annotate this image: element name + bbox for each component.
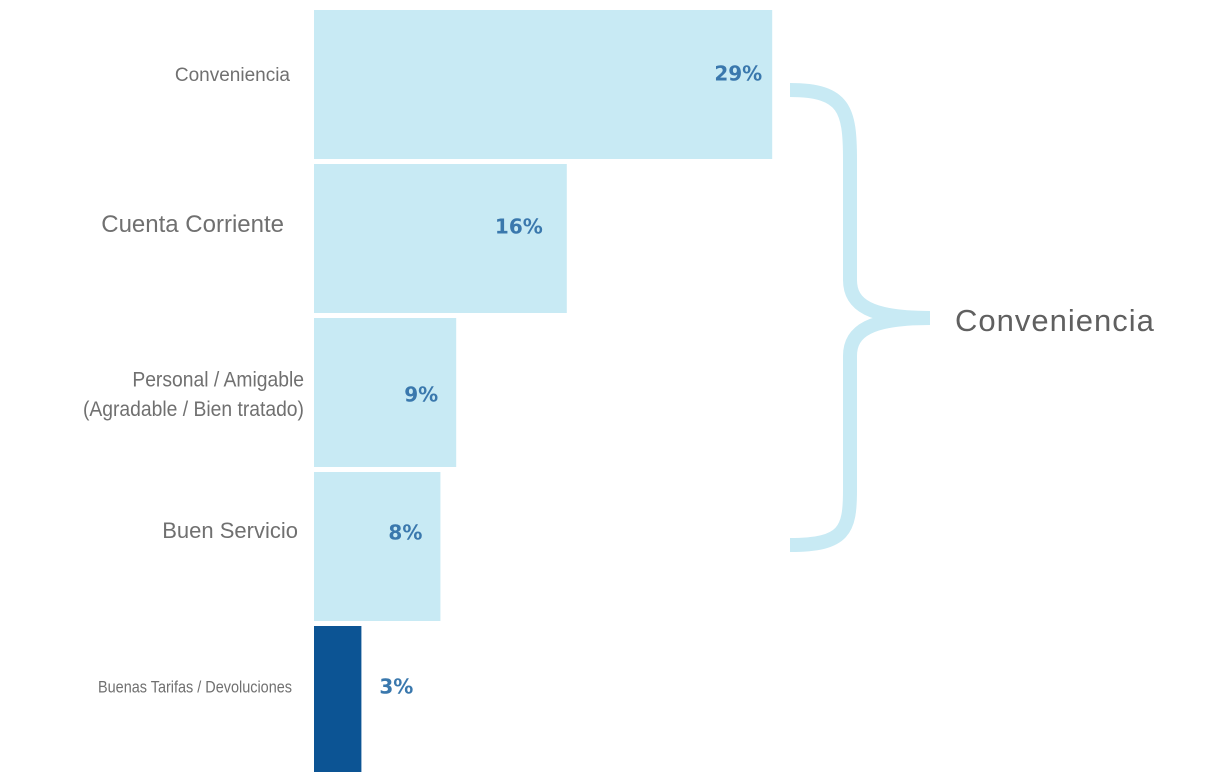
bar-cuenta-corriente xyxy=(314,164,567,313)
category-label: Conveniencia xyxy=(175,65,291,86)
bar-buen-servicio xyxy=(314,472,441,621)
category-label: Personal / Amigable (Agradable / Bien tra… xyxy=(83,369,304,421)
category-label: Buenas Tarifas / Devoluciones xyxy=(98,678,292,696)
value-label: 8% xyxy=(388,521,422,545)
bar-buenas-tarifas-devoluciones xyxy=(314,626,362,772)
category-labels-group: Conveniencia Cuenta Corriente Personal / A… xyxy=(83,65,304,697)
category-label-line: Cuenta Corriente xyxy=(101,211,284,238)
category-label: Cuenta Corriente xyxy=(101,211,284,238)
bar-personal-amigable-agradable-bien-tratado xyxy=(314,318,457,467)
category-label-line: (Agradable / Bien tratado) xyxy=(83,399,304,422)
group-bracket xyxy=(789,83,931,552)
category-label-line: Personal / Amigable xyxy=(132,369,304,392)
category-label-line: Buenas Tarifas / Devoluciones xyxy=(98,678,292,696)
bars-group xyxy=(314,10,773,772)
category-label-line: Buen Servicio xyxy=(162,518,298,543)
value-label: 3% xyxy=(379,675,413,699)
group-label: Conveniencia xyxy=(955,303,1155,338)
bar-conveniencia xyxy=(314,10,773,159)
value-label: 16% xyxy=(495,215,543,239)
category-label: Buen Servicio xyxy=(162,518,298,543)
value-label: 9% xyxy=(404,383,438,407)
category-label-line: Conveniencia xyxy=(175,65,291,86)
value-labels-group: 29% 16% 9% 8% 3% xyxy=(379,62,762,699)
value-label: 29% xyxy=(714,62,762,86)
